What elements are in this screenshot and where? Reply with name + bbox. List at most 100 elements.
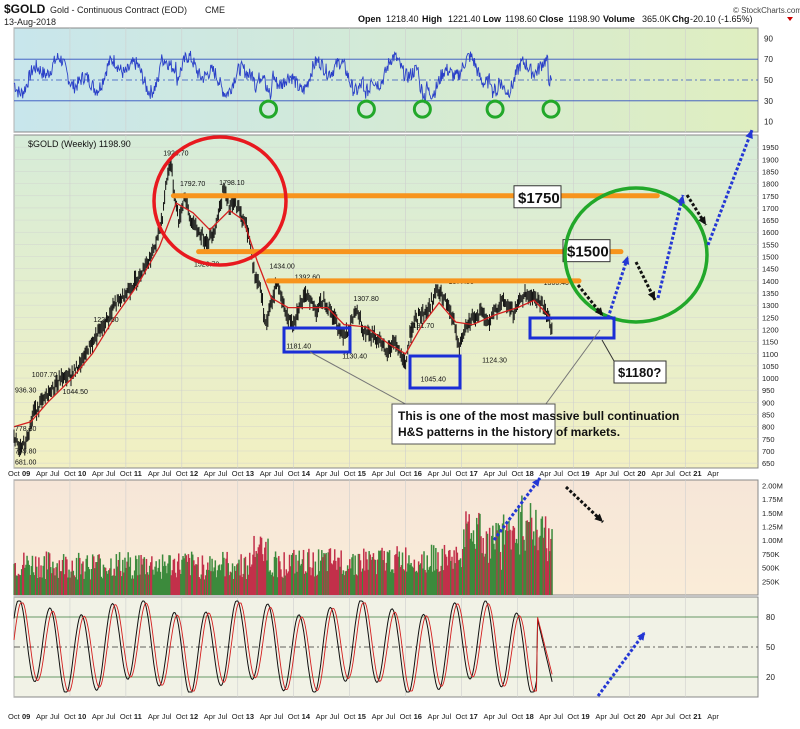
grid-layer: [13, 28, 758, 697]
x-tick-label-top: Apr: [260, 469, 272, 478]
support-label: $1180?: [618, 365, 661, 380]
volume-bar: [37, 578, 39, 595]
x-tick-label-top: 11: [134, 469, 142, 478]
volume-bar: [410, 562, 412, 595]
volume-bar: [276, 577, 279, 595]
volume-bar: [532, 531, 535, 595]
volume-bar: [179, 569, 181, 595]
resistance-1500-label: $1500: [567, 244, 609, 261]
price-label: 778.30: [15, 426, 37, 433]
volume-bar: [172, 559, 175, 595]
volume-bar: [494, 549, 496, 595]
volume-bar: [159, 571, 162, 595]
volume-bar: [519, 554, 521, 595]
volume-bar: [195, 564, 197, 595]
volume-bar: [382, 560, 384, 595]
x-tick-label-bottom: Oct: [232, 712, 245, 721]
volume-bar: [483, 556, 486, 595]
price-y-tick: 1700: [762, 204, 779, 213]
volume-bar: [168, 555, 170, 595]
volume-black-arrow: [564, 485, 605, 524]
x-tick-label-top: 18: [525, 469, 533, 478]
x-tick-label-top: 12: [190, 469, 198, 478]
x-tick-label-top: 20: [637, 469, 645, 478]
volume-bar: [343, 575, 346, 595]
volume-bar: [506, 521, 508, 595]
volume-bar: [79, 557, 81, 595]
annotation-line-2: H&S patterns in the history of markets.: [398, 425, 620, 439]
price-label: 1124.30: [482, 357, 507, 364]
chg-value: -20.10 (-1.65%): [690, 14, 753, 24]
volume-bar: [372, 553, 375, 595]
volume-bar: [119, 570, 122, 595]
annotation-callout: This is one of the most massive bull con…: [391, 403, 679, 445]
volume-bar: [500, 569, 503, 595]
axis-layer: 9070503010650700750800850900950100010501…: [8, 34, 783, 721]
volume-bar: [93, 556, 95, 595]
volume-bar: [492, 525, 494, 595]
x-tick-label-top: Oct: [176, 469, 189, 478]
price-y-tick: 800: [762, 423, 775, 432]
volume-bar: [145, 558, 148, 595]
volume-bar: [59, 571, 62, 595]
volume-bar: [366, 559, 368, 595]
stochastic-y-tick: 80: [766, 613, 775, 622]
close-value: 1198.90: [568, 14, 600, 24]
volume-bar: [484, 553, 487, 595]
x-tick-label-bottom: Jul: [50, 712, 60, 721]
volume-bar: [109, 568, 111, 595]
volume-bar: [233, 566, 236, 595]
volume-bar: [153, 574, 155, 595]
x-tick-label-top: Oct: [511, 469, 524, 478]
volume-bar: [331, 564, 334, 595]
volume-bar: [125, 567, 127, 595]
x-tick-label-top: Jul: [274, 469, 284, 478]
volume-bar: [401, 552, 404, 595]
rsi-oversold-circle: [541, 99, 561, 119]
x-tick-label-bottom: 10: [78, 712, 86, 721]
volume-bar: [271, 572, 274, 595]
x-tick-label-top: Jul: [553, 469, 563, 478]
volume-bar: [118, 552, 121, 595]
volume-bar: [487, 562, 490, 595]
volume-bar: [351, 557, 353, 595]
volume-bar: [162, 566, 165, 595]
volume-bar: [115, 554, 118, 595]
volume-bar: [258, 544, 261, 595]
price-y-tick: 1900: [762, 155, 779, 164]
volume-bar: [536, 529, 538, 595]
volume-bar: [207, 562, 209, 595]
volume-bar: [186, 561, 189, 595]
volume-bar: [256, 553, 259, 595]
volume-bar: [387, 552, 390, 595]
volume-bar: [517, 507, 520, 595]
volume-bar: [541, 516, 544, 595]
volume-bar: [445, 556, 448, 595]
volume-bar: [314, 561, 317, 595]
volume-bar: [239, 575, 241, 595]
volume-bar: [40, 565, 42, 595]
volume-bar: [116, 566, 119, 595]
volume-bar: [393, 573, 395, 595]
x-tick-label-top: Apr: [539, 469, 551, 478]
price-label: 1044.50: [63, 389, 88, 396]
volume-bar: [144, 574, 147, 595]
x-tick-label-bottom: Jul: [330, 712, 340, 721]
price-y-tick: 900: [762, 398, 775, 407]
volume-bar: [496, 530, 498, 595]
volume-bar: [157, 567, 160, 595]
price-y-tick: 1250: [762, 313, 779, 322]
volume-bar: [124, 557, 126, 595]
volume-bar: [503, 544, 506, 595]
price-y-tick: 1150: [762, 338, 778, 347]
volume-bar: [505, 530, 507, 595]
volume-bar: [316, 574, 319, 595]
volume-bar: [240, 554, 242, 595]
volume-bar: [306, 572, 308, 595]
volume-bar: [474, 548, 477, 595]
volume-bar: [132, 578, 135, 595]
volume-bar: [516, 543, 519, 595]
volume-bar: [198, 577, 200, 595]
volume-bar: [39, 577, 41, 595]
low-label: Low: [483, 14, 502, 24]
